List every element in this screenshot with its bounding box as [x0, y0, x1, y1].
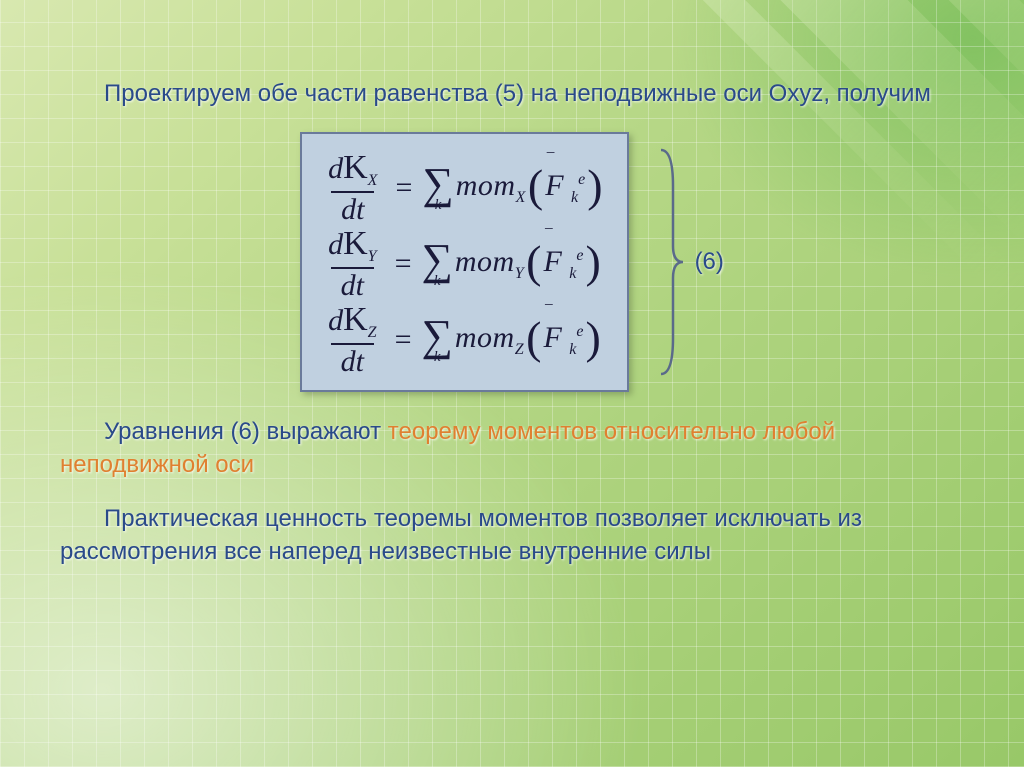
- right-brace-icon: [657, 146, 685, 378]
- equation-line-z: dKZ dt = ∑ k momZ ( ‾ F ke ): [324, 304, 604, 376]
- equation-box: dKX dt = ∑ k momX ( ‾ F ke ): [300, 132, 628, 392]
- equation-row: dKX dt = ∑ k momX ( ‾ F ke ): [60, 132, 964, 392]
- theorem-paragraph: Уравнения (6) выражают теорему моментов …: [60, 416, 964, 481]
- practical-text: Практическая ценность теоремы моментов п…: [60, 505, 862, 564]
- slide-content: Проектируем обе части равенства (5) на н…: [0, 0, 1024, 568]
- equation-line-y: dKY dt = ∑ k momY ( ‾ F ke ): [324, 228, 604, 300]
- equation-number: (6): [695, 248, 724, 276]
- equation-line-x: dKX dt = ∑ k momX ( ‾ F ke ): [324, 152, 604, 224]
- intro-paragraph: Проектируем обе части равенства (5) на н…: [60, 78, 964, 110]
- theorem-text-a: Уравнения (6) выражают: [104, 418, 388, 445]
- intro-text: Проектируем обе части равенства (5) на н…: [104, 80, 931, 107]
- practical-paragraph: Практическая ценность теоремы моментов п…: [60, 503, 964, 568]
- brace-and-number: [657, 146, 685, 378]
